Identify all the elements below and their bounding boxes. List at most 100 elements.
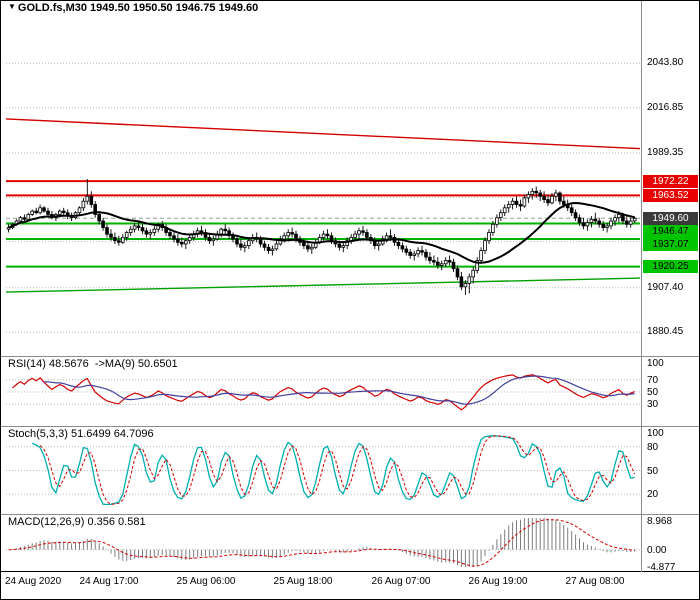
candle-body: [601, 223, 605, 229]
candle-body: [396, 241, 401, 247]
candle-body: [424, 251, 428, 258]
candle-body: [439, 263, 444, 266]
indicator-tick: 50: [647, 387, 659, 398]
stoch-d-line: [39, 435, 636, 505]
candle-body: [542, 195, 546, 201]
chart-title-text: GOLD.fs,M30 1949.50 1950.50 1946.75 1949…: [17, 2, 259, 14]
candle-body: [510, 200, 515, 205]
candle-body: [179, 241, 184, 245]
price-tick: 1880.45: [647, 326, 684, 337]
time-label: 25 Aug 06:00: [176, 576, 236, 587]
price-line-label: 1920.25: [643, 260, 698, 273]
candle-body: [235, 238, 239, 245]
candle-body: [491, 223, 495, 233]
candle-body: [502, 207, 507, 214]
candle-body: [459, 276, 464, 288]
candle-body: [585, 222, 590, 227]
candle-body: [38, 207, 42, 214]
indicator-tick: 80: [647, 442, 659, 453]
candle-body: [562, 200, 566, 205]
candle-body: [432, 260, 436, 263]
candle-body: [341, 245, 346, 248]
price-tick: 2016.85: [647, 102, 684, 113]
trendline-descending-resistance[interactable]: [5, 118, 641, 150]
candle-body: [455, 268, 460, 278]
chart-title: ▼ GOLD.fs,M30 1949.50 1950.50 1946.75 194…: [8, 2, 258, 14]
candle-body: [550, 195, 554, 204]
candle-body: [290, 232, 294, 235]
candle-body: [187, 236, 192, 242]
candle-body: [325, 233, 330, 237]
stochastic-plot[interactable]: [1, 427, 641, 514]
candle-body: [534, 190, 538, 194]
price-tick: 1907.40: [647, 282, 684, 293]
candle-body: [329, 235, 334, 242]
candle-body: [353, 233, 357, 238]
indicator-tick: 8.968: [647, 516, 673, 527]
candle-body: [628, 220, 633, 225]
candle-body: [321, 233, 326, 238]
candle-body: [85, 195, 90, 202]
macd-label: MACD(12,26,9) 0.356 0.581: [8, 516, 146, 528]
candle-body: [219, 228, 224, 235]
candle-body: [400, 245, 405, 250]
candle-body: [152, 228, 157, 233]
price-line-label: 1963.52: [643, 189, 698, 202]
candle-body: [168, 232, 172, 237]
candle-body: [18, 217, 23, 222]
rsi-plot[interactable]: [1, 357, 641, 426]
candle-body: [89, 195, 94, 205]
candle-body: [463, 283, 468, 288]
candle-body: [443, 260, 448, 265]
time-label: 25 Aug 18:00: [273, 576, 333, 587]
candle-body: [148, 232, 153, 235]
candle-body: [258, 238, 263, 245]
main-chart-pane: ▼ GOLD.fs,M30 1949.50 1950.50 1946.75 194…: [1, 1, 699, 357]
candle-body: [388, 235, 393, 238]
candle-body: [22, 217, 27, 220]
price-line-label: 1949.60: [643, 212, 698, 225]
macd-plot[interactable]: [1, 515, 641, 571]
candle-body: [475, 260, 479, 271]
ma-line[interactable]: [8, 201, 635, 264]
candle-body: [408, 251, 412, 256]
time-axis[interactable]: 24 Aug 2020 24 Aug 17:00 25 Aug 06:00 25 Au…: [1, 572, 699, 599]
candle-body: [239, 243, 243, 248]
candle-body: [467, 276, 472, 284]
candle-body: [479, 250, 483, 261]
symbol-dropdown-icon[interactable]: ▼: [8, 2, 16, 11]
candle-body: [530, 190, 535, 196]
candle-body: [306, 245, 310, 250]
candle-body: [242, 245, 247, 248]
candle-body: [211, 238, 216, 242]
time-label: 24 Aug 2020: [5, 576, 62, 587]
candle-body: [93, 204, 98, 215]
candle-body: [376, 243, 381, 247]
candle-body: [270, 248, 275, 252]
candle-body: [558, 192, 562, 202]
time-label: 26 Aug 07:00: [371, 576, 431, 587]
price-tick: 1989.35: [647, 147, 684, 158]
candle-body: [172, 235, 176, 240]
candle-body: [451, 261, 456, 270]
candle-body: [246, 240, 251, 246]
candle-body: [42, 207, 46, 212]
candle-body: [26, 213, 31, 220]
candle-body: [207, 236, 212, 242]
candle-body: [581, 222, 586, 227]
candle-body: [282, 235, 286, 240]
candle-body: [404, 248, 409, 253]
candle-body: [278, 238, 283, 245]
candle-body: [286, 232, 290, 237]
candle-body: [34, 210, 38, 214]
candle-body: [6, 227, 11, 230]
candle-body: [506, 204, 511, 209]
trendline-ascending-support[interactable]: [5, 277, 641, 293]
candle-body: [589, 218, 594, 224]
candle-body: [365, 232, 369, 238]
candle-body: [140, 227, 145, 232]
main-chart-plot[interactable]: [1, 1, 641, 356]
indicator-tick: 0.00: [647, 545, 667, 556]
price-axis[interactable]: 2043.80 2016.85 1989.35 1907.40 1880.45 1972.…: [641, 1, 699, 573]
candle-body: [357, 230, 361, 235]
